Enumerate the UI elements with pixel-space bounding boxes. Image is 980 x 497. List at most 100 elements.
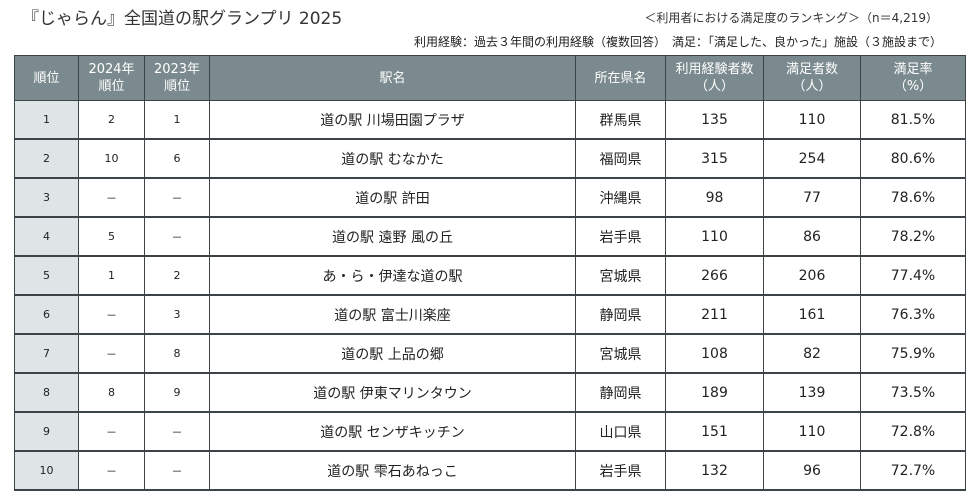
- page-title: 『じゃらん』全国道の駅グランプリ 2025: [22, 9, 343, 29]
- satisfied-cell: 86: [764, 218, 861, 257]
- satisfied-cell: 77: [764, 179, 861, 218]
- ranking-subtitle: ＜利用者における満足度のランキング＞（n＝4,219）: [644, 11, 938, 25]
- station-name-cell: 道の駅 雫石あねっこ: [210, 452, 576, 491]
- rank-2023-cell: 6: [145, 140, 210, 179]
- station-name-cell: 道の駅 許田: [210, 179, 576, 218]
- table-row: 8 8 9 道の駅 伊東マリンタウン 静岡県 189 139 73.5%: [15, 374, 966, 413]
- rank-2024-cell: －: [79, 179, 145, 218]
- rate-cell: 78.2%: [861, 218, 966, 257]
- users-cell: 132: [666, 452, 764, 491]
- table-row: 6 － 3 道の駅 富士川楽座 静岡県 211 161 76.3%: [15, 296, 966, 335]
- station-name-cell: 道の駅 センザキッチン: [210, 413, 576, 452]
- rank-cell: 8: [15, 374, 79, 413]
- prefecture-cell: 群馬県: [576, 101, 666, 140]
- users-cell: 108: [666, 335, 764, 374]
- rank-2024-cell: －: [79, 335, 145, 374]
- satisfied-cell: 206: [764, 257, 861, 296]
- rank-2023-cell: －: [145, 413, 210, 452]
- users-cell: 211: [666, 296, 764, 335]
- station-name-cell: 道の駅 遠野 風の丘: [210, 218, 576, 257]
- rate-cell: 81.5%: [861, 101, 966, 140]
- rate-cell: 72.7%: [861, 452, 966, 491]
- rank-cell: 6: [15, 296, 79, 335]
- users-cell: 135: [666, 101, 764, 140]
- rate-cell: 76.3%: [861, 296, 966, 335]
- rank-cell: 7: [15, 335, 79, 374]
- rank-2023-cell: －: [145, 218, 210, 257]
- rank-2024-cell: 10: [79, 140, 145, 179]
- prefecture-cell: 岩手県: [576, 452, 666, 491]
- header-prefecture: 所在県名: [576, 56, 666, 101]
- rank-2023-cell: 1: [145, 101, 210, 140]
- rate-cell: 77.4%: [861, 257, 966, 296]
- rank-cell: 5: [15, 257, 79, 296]
- station-name-cell: 道の駅 富士川楽座: [210, 296, 576, 335]
- prefecture-cell: 沖縄県: [576, 179, 666, 218]
- users-cell: 266: [666, 257, 764, 296]
- prefecture-cell: 宮城県: [576, 335, 666, 374]
- definition-note: 利用経験：過去３年間の利用経験（複数回答） 満足：「満足した、良かった」施設（３…: [413, 35, 942, 49]
- station-name-cell: あ・ら・伊達な道の駅: [210, 257, 576, 296]
- satisfied-cell: 82: [764, 335, 861, 374]
- rate-cell: 73.5%: [861, 374, 966, 413]
- header-satisfied: 満足者数 （人）: [764, 56, 861, 101]
- rank-2024-cell: －: [79, 452, 145, 491]
- table-header-row: 順位 2024年 順位 2023年 順位 駅名 所在県名 利用経験者数 （人） 満足者…: [15, 56, 966, 101]
- rate-cell: 75.9%: [861, 335, 966, 374]
- rank-2024-cell: 8: [79, 374, 145, 413]
- station-name-cell: 道の駅 むなかた: [210, 140, 576, 179]
- prefecture-cell: 静岡県: [576, 374, 666, 413]
- rank-2024-cell: 1: [79, 257, 145, 296]
- header-station-name: 駅名: [210, 56, 576, 101]
- rate-cell: 78.6%: [861, 179, 966, 218]
- table-row: 4 5 － 道の駅 遠野 風の丘 岩手県 110 86 78.2%: [15, 218, 966, 257]
- users-cell: 98: [666, 179, 764, 218]
- header-rank: 順位: [15, 56, 79, 101]
- prefecture-cell: 宮城県: [576, 257, 666, 296]
- rank-2023-cell: 2: [145, 257, 210, 296]
- rank-cell: 9: [15, 413, 79, 452]
- satisfied-cell: 110: [764, 101, 861, 140]
- rank-2024-cell: －: [79, 296, 145, 335]
- rate-cell: 80.6%: [861, 140, 966, 179]
- rank-cell: 3: [15, 179, 79, 218]
- prefecture-cell: 福岡県: [576, 140, 666, 179]
- station-name-cell: 道の駅 上品の郷: [210, 335, 576, 374]
- table-row: 10 － － 道の駅 雫石あねっこ 岩手県 132 96 72.7%: [15, 452, 966, 491]
- users-cell: 110: [666, 218, 764, 257]
- prefecture-cell: 岩手県: [576, 218, 666, 257]
- table-row: 5 1 2 あ・ら・伊達な道の駅 宮城県 266 206 77.4%: [15, 257, 966, 296]
- rank-cell: 2: [15, 140, 79, 179]
- table-row: 7 － 8 道の駅 上品の郷 宮城県 108 82 75.9%: [15, 335, 966, 374]
- satisfied-cell: 254: [764, 140, 861, 179]
- station-name-cell: 道の駅 川場田園プラザ: [210, 101, 576, 140]
- station-name-cell: 道の駅 伊東マリンタウン: [210, 374, 576, 413]
- users-cell: 189: [666, 374, 764, 413]
- header-users: 利用経験者数 （人）: [666, 56, 764, 101]
- users-cell: 315: [666, 140, 764, 179]
- users-cell: 151: [666, 413, 764, 452]
- rank-2023-cell: －: [145, 179, 210, 218]
- satisfied-cell: 161: [764, 296, 861, 335]
- header-rate: 満足率 （%）: [861, 56, 966, 101]
- rank-2024-cell: 5: [79, 218, 145, 257]
- header-rank-2024: 2024年 順位: [79, 56, 145, 101]
- rank-2023-cell: 3: [145, 296, 210, 335]
- satisfied-cell: 96: [764, 452, 861, 491]
- table-row: 3 － － 道の駅 許田 沖縄県 98 77 78.6%: [15, 179, 966, 218]
- ranking-table: 順位 2024年 順位 2023年 順位 駅名 所在県名 利用経験者数 （人） 満足者…: [14, 55, 966, 491]
- rank-cell: 4: [15, 218, 79, 257]
- satisfied-cell: 110: [764, 413, 861, 452]
- rank-2024-cell: －: [79, 413, 145, 452]
- table-row: 1 2 1 道の駅 川場田園プラザ 群馬県 135 110 81.5%: [15, 101, 966, 140]
- rank-2024-cell: 2: [79, 101, 145, 140]
- rank-2023-cell: 9: [145, 374, 210, 413]
- rank-2023-cell: －: [145, 452, 210, 491]
- rate-cell: 72.8%: [861, 413, 966, 452]
- rank-cell: 1: [15, 101, 79, 140]
- satisfied-cell: 139: [764, 374, 861, 413]
- prefecture-cell: 静岡県: [576, 296, 666, 335]
- table-row: 2 10 6 道の駅 むなかた 福岡県 315 254 80.6%: [15, 140, 966, 179]
- rank-cell: 10: [15, 452, 79, 491]
- table-row: 9 － － 道の駅 センザキッチン 山口県 151 110 72.8%: [15, 413, 966, 452]
